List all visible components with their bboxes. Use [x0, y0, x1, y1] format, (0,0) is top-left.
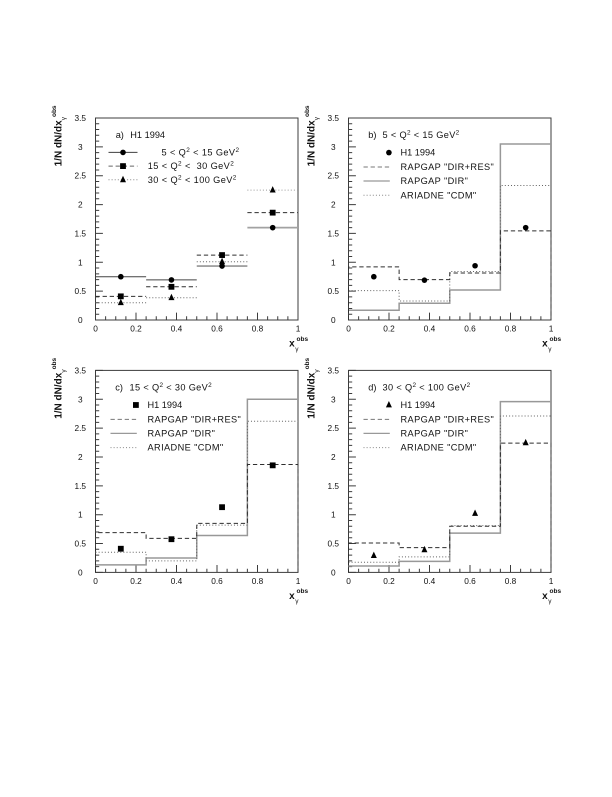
svg-text:2.5: 2.5 — [328, 171, 340, 181]
svg-text:c): c) — [115, 383, 123, 393]
svg-text:1: 1 — [549, 576, 554, 586]
svg-text:0.5: 0.5 — [328, 539, 340, 549]
svg-text:γ: γ — [295, 598, 299, 605]
svg-text:2: 2 — [78, 452, 83, 462]
svg-text:0.8: 0.8 — [505, 324, 517, 334]
svg-text:0: 0 — [346, 576, 351, 586]
svg-text:obs: obs — [297, 588, 309, 595]
svg-text:ARIADNE "CDM": ARIADNE "CDM" — [401, 443, 477, 453]
svg-text:H1 1994: H1 1994 — [401, 400, 436, 410]
svg-text:0.6: 0.6 — [211, 576, 223, 586]
svg-text:0.6: 0.6 — [464, 324, 476, 334]
svg-text:x: x — [542, 591, 548, 602]
svg-text:0: 0 — [331, 315, 336, 325]
svg-text:1.5: 1.5 — [75, 228, 87, 238]
svg-text:b): b) — [368, 130, 376, 140]
svg-text:0.4: 0.4 — [424, 576, 436, 586]
svg-text:x: x — [289, 591, 295, 602]
svg-text:1/N dN/dxγobs: 1/N dN/dxγobs — [304, 105, 321, 166]
svg-text:x: x — [289, 339, 295, 350]
svg-text:a): a) — [116, 130, 124, 140]
svg-text:0: 0 — [331, 567, 336, 577]
svg-text:3.5: 3.5 — [328, 365, 340, 375]
svg-text:γ: γ — [548, 598, 552, 605]
svg-text:1/N dN/dxγobs: 1/N dN/dxγobs — [51, 357, 67, 418]
svg-text:0.2: 0.2 — [383, 576, 395, 586]
svg-text:3: 3 — [78, 142, 83, 152]
svg-text:obs: obs — [550, 588, 562, 595]
svg-text:30 < Q2 < 100 GeV2: 30 < Q2 < 100 GeV2 — [383, 382, 471, 393]
svg-text:15 < Q2 < 30 GeV2: 15 < Q2 < 30 GeV2 — [130, 382, 213, 393]
svg-text:0.6: 0.6 — [211, 324, 223, 334]
svg-text:0.5: 0.5 — [75, 539, 87, 549]
svg-text:1: 1 — [549, 324, 554, 334]
svg-text:0.2: 0.2 — [130, 324, 142, 334]
svg-text:0.8: 0.8 — [252, 576, 264, 586]
svg-text:γ: γ — [548, 346, 552, 353]
svg-text:3.5: 3.5 — [75, 113, 87, 123]
svg-text:0: 0 — [93, 324, 98, 334]
svg-text:H1 1994: H1 1994 — [148, 400, 183, 410]
svg-text:1: 1 — [78, 510, 83, 520]
svg-text:x: x — [542, 339, 548, 350]
svg-text:3: 3 — [331, 394, 336, 404]
svg-text:5 < Q2 < 15 GeV2: 5 < Q2 < 15 GeV2 — [383, 130, 460, 141]
svg-text:ARIADNE "CDM": ARIADNE "CDM" — [401, 190, 477, 200]
svg-text:2.5: 2.5 — [328, 423, 340, 433]
svg-text:3: 3 — [78, 394, 83, 404]
svg-text:RAPGAP "DIR+RES": RAPGAP "DIR+RES" — [148, 415, 242, 425]
svg-text:1.5: 1.5 — [75, 481, 87, 491]
svg-text:H1 1994: H1 1994 — [401, 148, 436, 158]
svg-text:1: 1 — [296, 324, 301, 334]
svg-text:RAPGAP "DIR+RES": RAPGAP "DIR+RES" — [401, 162, 495, 172]
svg-text:RAPGAP "DIR": RAPGAP "DIR" — [401, 176, 469, 186]
svg-text:0.6: 0.6 — [464, 576, 476, 586]
svg-text:0.8: 0.8 — [252, 324, 264, 334]
svg-text:0.4: 0.4 — [424, 324, 436, 334]
svg-text:15 < Q2 < 30 GeV2: 15 < Q2 < 30 GeV2 — [148, 161, 234, 172]
svg-text:RAPGAP "DIR": RAPGAP "DIR" — [148, 429, 216, 439]
svg-text:ARIADNE "CDM": ARIADNE "CDM" — [148, 443, 224, 453]
svg-text:1: 1 — [331, 510, 336, 520]
svg-text:1/N dN/dxγobs: 1/N dN/dxγobs — [51, 105, 67, 166]
svg-text:0.5: 0.5 — [75, 286, 87, 296]
svg-text:2.5: 2.5 — [75, 423, 87, 433]
svg-text:0: 0 — [78, 315, 83, 325]
svg-text:0: 0 — [78, 567, 83, 577]
svg-text:0: 0 — [93, 576, 98, 586]
svg-text:0.4: 0.4 — [171, 324, 183, 334]
svg-text:1: 1 — [331, 257, 336, 267]
svg-text:0.2: 0.2 — [130, 576, 142, 586]
svg-text:1.5: 1.5 — [328, 481, 340, 491]
svg-text:RAPGAP "DIR+RES": RAPGAP "DIR+RES" — [401, 415, 495, 425]
svg-text:RAPGAP "DIR": RAPGAP "DIR" — [401, 429, 469, 439]
svg-text:0.5: 0.5 — [328, 286, 340, 296]
svg-text:2.5: 2.5 — [75, 171, 87, 181]
svg-text:3: 3 — [331, 142, 336, 152]
svg-text:1: 1 — [78, 257, 83, 267]
svg-text:0.4: 0.4 — [171, 576, 183, 586]
svg-text:3.5: 3.5 — [328, 113, 340, 123]
svg-text:0: 0 — [346, 324, 351, 334]
svg-text:3.5: 3.5 — [75, 365, 87, 375]
svg-text:0.2: 0.2 — [383, 324, 395, 334]
svg-text:1/N dN/dxγobs: 1/N dN/dxγobs — [304, 357, 321, 418]
svg-text:30 < Q2 < 100 GeV2: 30 < Q2 < 100 GeV2 — [148, 174, 237, 185]
svg-text:2: 2 — [78, 200, 83, 210]
svg-text:obs: obs — [297, 336, 309, 343]
svg-text:1.5: 1.5 — [328, 228, 340, 238]
svg-text:2: 2 — [331, 200, 336, 210]
svg-text:1: 1 — [296, 576, 301, 586]
svg-text:obs: obs — [550, 336, 562, 343]
svg-text:d): d) — [368, 383, 376, 393]
svg-text:2: 2 — [331, 452, 336, 462]
svg-text:γ: γ — [295, 346, 299, 353]
svg-text:0.8: 0.8 — [505, 576, 517, 586]
svg-text:5 < Q2 < 15 GeV2: 5 < Q2 < 15 GeV2 — [162, 147, 240, 158]
svg-text:H1 1994: H1 1994 — [130, 130, 165, 140]
